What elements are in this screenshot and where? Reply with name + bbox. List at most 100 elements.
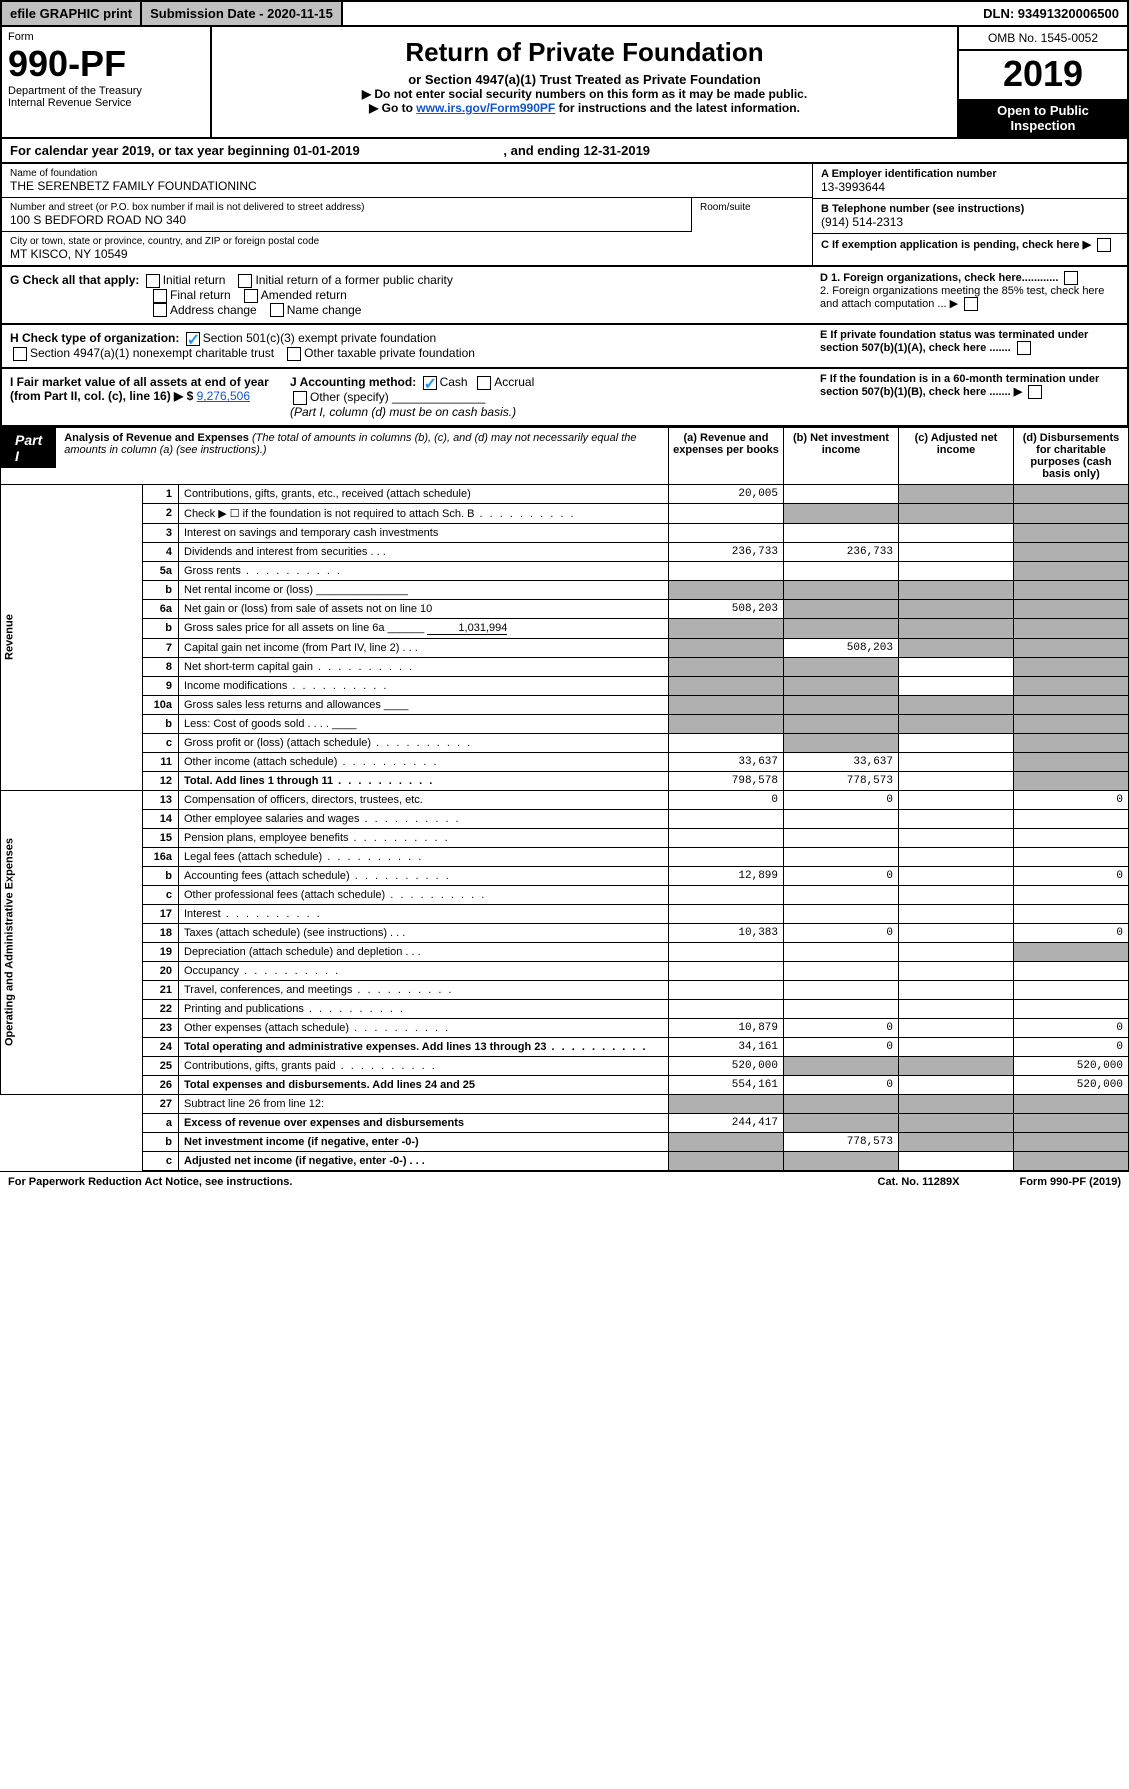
4947-checkbox[interactable] — [13, 347, 27, 361]
amount-cell — [1014, 714, 1129, 733]
line-description: Dividends and interest from securities .… — [179, 542, 669, 561]
amount-cell: 0 — [1014, 1037, 1129, 1056]
amount-cell — [1014, 885, 1129, 904]
efile-print-button[interactable]: efile GRAPHIC print — [2, 2, 142, 25]
amount-cell — [669, 714, 784, 733]
table-row: cOther professional fees (attach schedul… — [1, 885, 1129, 904]
initial-former-checkbox[interactable] — [238, 274, 252, 288]
line-description: Adjusted net income (if negative, enter … — [179, 1151, 669, 1170]
name-change-checkbox[interactable] — [270, 303, 284, 317]
table-row: Operating and Administrative Expenses13C… — [1, 790, 1129, 809]
amount-cell — [899, 961, 1014, 980]
other-method-checkbox[interactable] — [293, 391, 307, 405]
amount-cell — [1014, 980, 1129, 999]
exemption-pending-checkbox[interactable] — [1097, 238, 1111, 252]
amount-cell — [899, 1151, 1014, 1170]
amount-cell — [1014, 1132, 1129, 1151]
table-row: 7Capital gain net income (from Part IV, … — [1, 638, 1129, 657]
table-row: 5aGross rents — [1, 561, 1129, 580]
amount-cell — [899, 676, 1014, 695]
final-return-checkbox[interactable] — [153, 289, 167, 303]
amount-cell — [1014, 961, 1129, 980]
table-row: 19Depreciation (attach schedule) and dep… — [1, 942, 1129, 961]
amount-cell: 20,005 — [669, 484, 784, 503]
amount-cell: 0 — [784, 1037, 899, 1056]
accrual-checkbox[interactable] — [477, 376, 491, 390]
telephone: (914) 514-2313 — [821, 215, 903, 229]
line-description: Income modifications — [179, 676, 669, 695]
501c3-checkbox[interactable] — [186, 332, 200, 346]
col-b-header: (b) Net investment income — [784, 427, 899, 484]
line-number: 16a — [143, 847, 179, 866]
other-pf-checkbox[interactable] — [287, 347, 301, 361]
amount-cell — [899, 503, 1014, 523]
table-row: 2Check ▶ ☐ if the foundation is not requ… — [1, 503, 1129, 523]
amount-cell — [1014, 503, 1129, 523]
60month-checkbox[interactable] — [1028, 385, 1042, 399]
col-d-header: (d) Disbursements for charitable purpose… — [1014, 427, 1129, 484]
line-description: Net rental income or (loss) ____________… — [179, 580, 669, 599]
amount-cell — [784, 847, 899, 866]
terminated-checkbox[interactable] — [1017, 341, 1031, 355]
line-number: b — [143, 580, 179, 599]
amount-cell — [899, 561, 1014, 580]
cash-checkbox[interactable] — [423, 376, 437, 390]
dln: DLN: 93491320006500 — [975, 2, 1127, 25]
amount-cell — [669, 809, 784, 828]
table-row: 25Contributions, gifts, grants paid520,0… — [1, 1056, 1129, 1075]
line-number: 24 — [143, 1037, 179, 1056]
amount-cell — [784, 523, 899, 542]
amount-cell — [899, 484, 1014, 503]
table-row: 3Interest on savings and temporary cash … — [1, 523, 1129, 542]
line-description: Gross sales less returns and allowances … — [179, 695, 669, 714]
amount-cell — [1014, 561, 1129, 580]
amount-cell — [784, 618, 899, 638]
amount-cell — [669, 561, 784, 580]
amount-cell — [899, 923, 1014, 942]
line-number: b — [143, 618, 179, 638]
amount-cell — [784, 599, 899, 618]
line-description: Net gain or (loss) from sale of assets n… — [179, 599, 669, 618]
table-row: 4Dividends and interest from securities … — [1, 542, 1129, 561]
amount-cell — [1014, 1151, 1129, 1170]
amended-return-checkbox[interactable] — [244, 289, 258, 303]
amount-cell — [899, 580, 1014, 599]
d2-label: 2. Foreign organizations meeting the 85%… — [820, 285, 1104, 310]
amount-cell — [784, 657, 899, 676]
room-label: Room/suite — [700, 202, 804, 213]
line-description: Legal fees (attach schedule) — [179, 847, 669, 866]
amount-cell: 778,573 — [784, 1132, 899, 1151]
amount-cell: 0 — [784, 923, 899, 942]
amount-cell — [669, 676, 784, 695]
line-number: 1 — [143, 484, 179, 503]
amount-cell — [669, 733, 784, 752]
table-row: cGross profit or (loss) (attach schedule… — [1, 733, 1129, 752]
amount-cell: 33,637 — [784, 752, 899, 771]
form-title: Return of Private Foundation — [218, 37, 951, 68]
amount-cell — [899, 771, 1014, 790]
amount-cell: 244,417 — [669, 1113, 784, 1132]
line-description: Gross rents — [179, 561, 669, 580]
line-number: 14 — [143, 809, 179, 828]
address-change-checkbox[interactable] — [153, 303, 167, 317]
amount-cell — [784, 1113, 899, 1132]
table-row: bLess: Cost of goods sold . . . . ____ — [1, 714, 1129, 733]
foreign-org-checkbox[interactable] — [1064, 271, 1078, 285]
initial-return-checkbox[interactable] — [146, 274, 160, 288]
line-description: Depreciation (attach schedule) and deple… — [179, 942, 669, 961]
amount-cell: 0 — [784, 1018, 899, 1037]
table-row: 23Other expenses (attach schedule)10,879… — [1, 1018, 1129, 1037]
col-a-header: (a) Revenue and expenses per books — [669, 427, 784, 484]
amount-cell — [784, 580, 899, 599]
table-row: 11Other income (attach schedule)33,63733… — [1, 752, 1129, 771]
irs-link[interactable]: www.irs.gov/Form990PF — [416, 101, 555, 115]
amount-cell — [669, 657, 784, 676]
ein-value: 13-3993644 — [821, 180, 885, 194]
form-header: Form 990-PF Department of the Treasury I… — [0, 27, 1129, 139]
ein-label: A Employer identification number — [821, 168, 997, 180]
amount-cell — [669, 847, 784, 866]
foreign-85-checkbox[interactable] — [964, 297, 978, 311]
e-label: E If private foundation status was termi… — [820, 329, 1088, 354]
amount-cell — [669, 1151, 784, 1170]
amount-cell — [784, 733, 899, 752]
